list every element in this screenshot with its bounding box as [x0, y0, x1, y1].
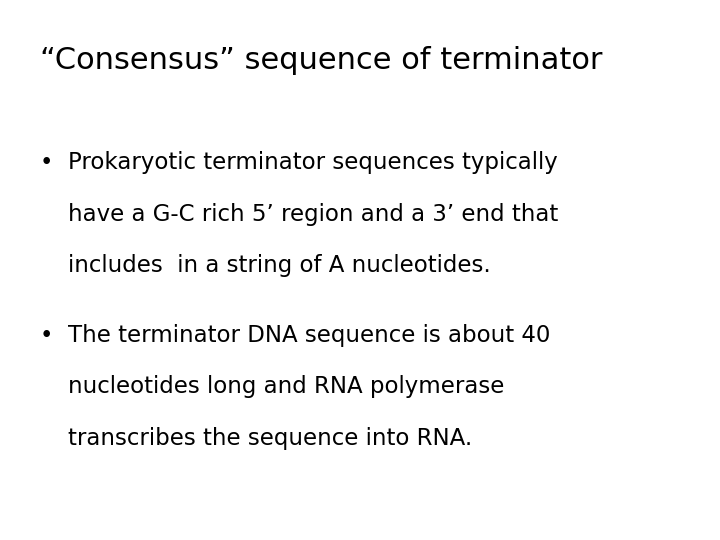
- Text: Prokaryotic terminator sequences typically: Prokaryotic terminator sequences typical…: [68, 151, 558, 174]
- Text: •: •: [40, 324, 53, 347]
- Text: transcribes the sequence into RNA.: transcribes the sequence into RNA.: [68, 427, 472, 450]
- Text: •: •: [40, 151, 53, 174]
- Text: nucleotides long and RNA polymerase: nucleotides long and RNA polymerase: [68, 375, 505, 399]
- Text: have a G-C rich 5’ region and a 3’ end that: have a G-C rich 5’ region and a 3’ end t…: [68, 202, 559, 226]
- Text: “Consensus” sequence of terminator: “Consensus” sequence of terminator: [40, 46, 602, 75]
- Text: The terminator DNA sequence is about 40: The terminator DNA sequence is about 40: [68, 324, 551, 347]
- Text: includes  in a string of A nucleotides.: includes in a string of A nucleotides.: [68, 254, 491, 277]
